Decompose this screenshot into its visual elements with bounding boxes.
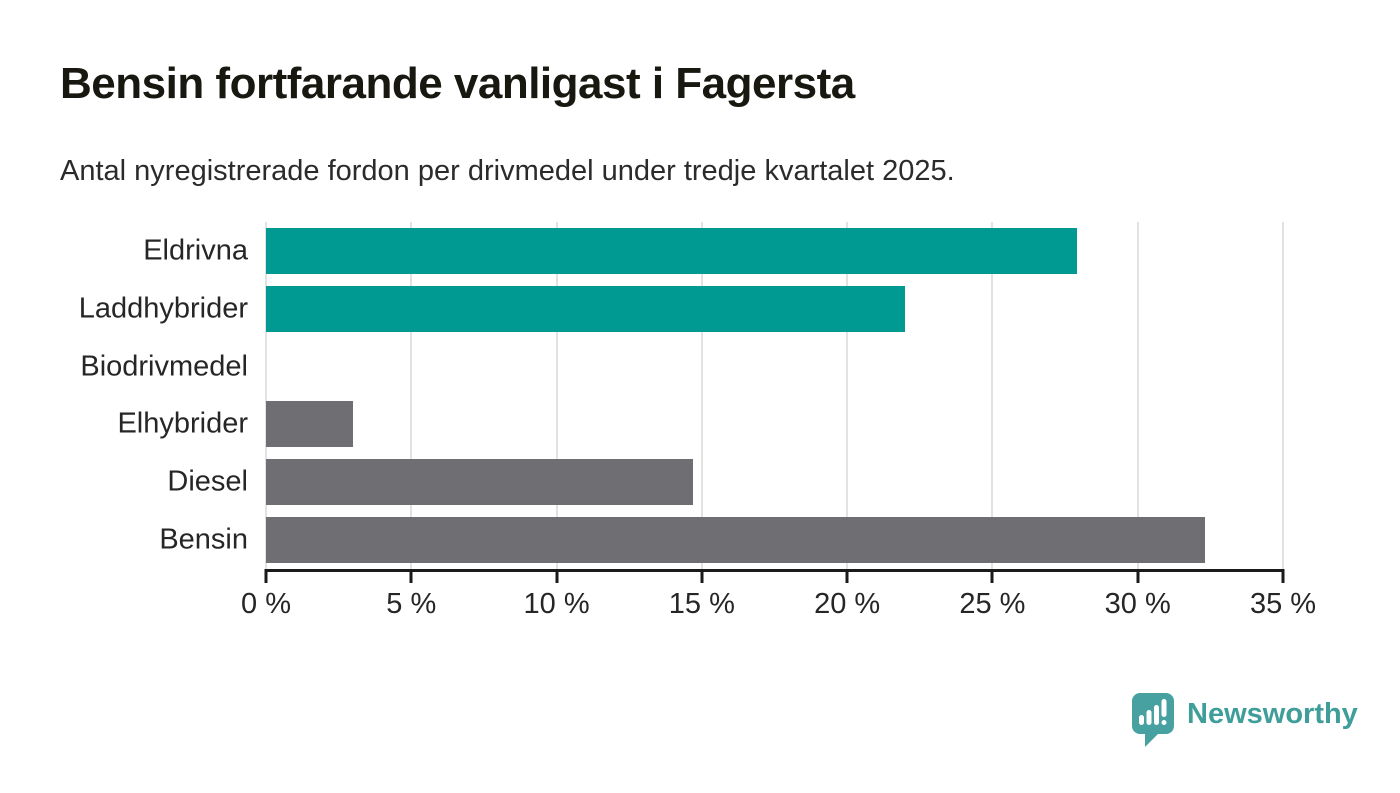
category-label: Laddhybrider (78, 292, 248, 325)
newsworthy-wordmark: Newsworthy (1187, 698, 1358, 730)
x-axis-tick-label: 15 % (668, 588, 735, 620)
x-axis-tick (264, 569, 268, 583)
bar-eldrivna (266, 227, 1077, 274)
chart-title: Bensin fortfarande vanligast i Fagersta (60, 59, 855, 108)
x-axis-tick-label: 5 % (386, 588, 437, 620)
x-axis-tick (555, 569, 559, 583)
bar-diesel (266, 459, 694, 506)
bar-row: Diesel (167, 453, 1283, 511)
chart-subtitle: Antal nyregistrerade fordon per drivmede… (60, 155, 955, 187)
x-axis-tick (1136, 569, 1140, 583)
bar-row: Bensin (159, 511, 1283, 569)
x-axis-tick (1281, 569, 1285, 583)
bar-row: Eldrivna (143, 222, 1283, 280)
x-axis-tick (409, 569, 413, 583)
gridline-15 (700, 222, 703, 569)
category-label: Eldrivna (143, 234, 248, 267)
gridline-35 (1282, 222, 1284, 569)
newsworthy-speech-bubble-bar-chart-icon (1132, 693, 1174, 747)
gridline-25 (991, 222, 994, 569)
x-axis-tick-label: 25 % (959, 588, 1026, 620)
gridline-30 (1136, 222, 1139, 569)
x-axis-tick-label: 20 % (814, 588, 881, 620)
x-axis-tick-label: 0 % (241, 588, 291, 620)
category-label: Bensin (159, 523, 248, 556)
gridline-5 (410, 222, 413, 569)
gridline-0 (265, 222, 267, 569)
bar-row: Elhybrider (117, 396, 1283, 454)
x-axis-tick-label: 30 % (1104, 588, 1171, 620)
x-axis-tick (700, 569, 704, 583)
bar-bensin (266, 517, 1205, 564)
x-axis-tick-label: 10 % (523, 588, 590, 620)
gridline-20 (846, 222, 849, 569)
bar-row: Laddhybrider (79, 280, 1283, 338)
x-axis-tick (990, 569, 994, 583)
category-label: Biodrivmedel (80, 350, 248, 383)
bar-laddhybrider (266, 285, 906, 332)
x-axis-tick (845, 569, 849, 583)
newsworthy-logo: Newsworthy (1131, 692, 1391, 748)
category-label: Diesel (167, 465, 248, 498)
plot-area: Eldrivna Laddhybrider Biodrivmedel Elhybrid… (79, 222, 1316, 620)
bar-elhybrider (266, 401, 354, 448)
bar-row: Biodrivmedel (80, 338, 1283, 396)
x-axis-tick-label: 35 % (1249, 588, 1317, 620)
category-label: Elhybrider (117, 407, 248, 440)
gridline-10 (555, 222, 558, 569)
